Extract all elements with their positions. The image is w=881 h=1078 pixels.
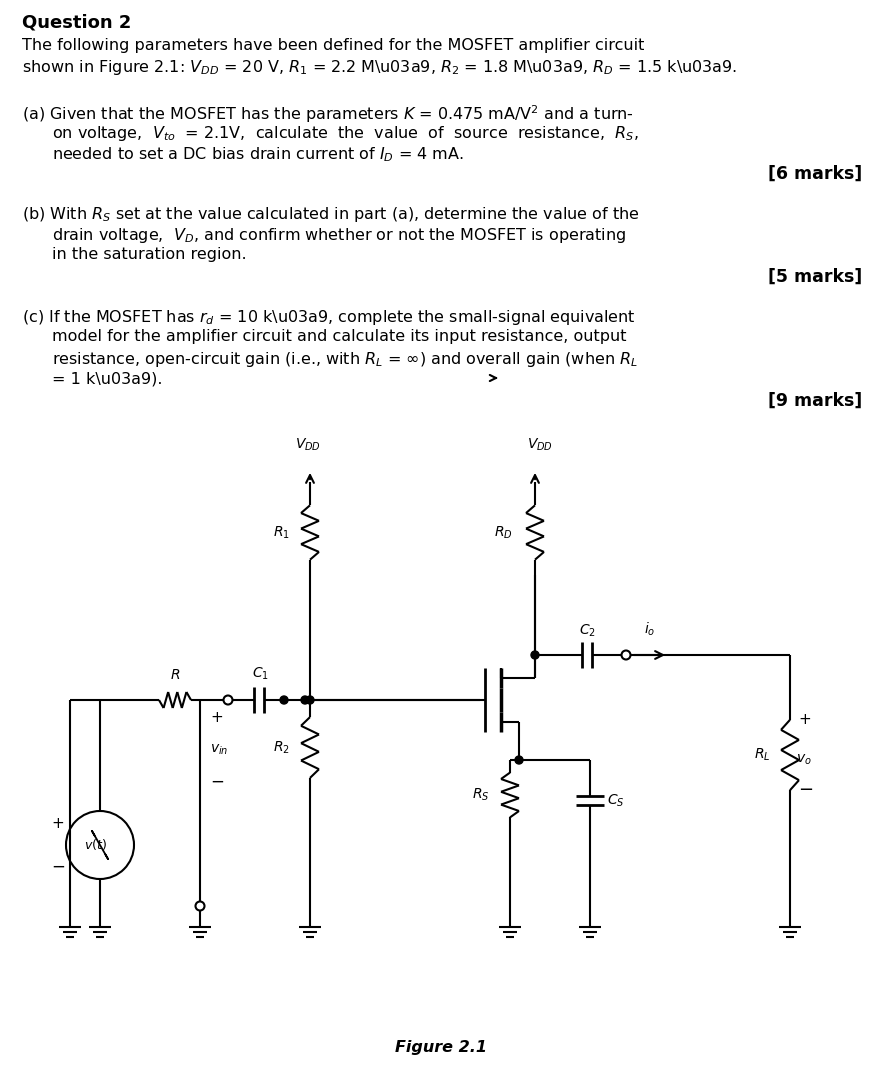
Text: +: +: [210, 710, 223, 725]
Text: $R_L$: $R_L$: [753, 747, 770, 763]
Text: $V_{DD}$: $V_{DD}$: [295, 437, 321, 453]
Text: [6 marks]: [6 marks]: [767, 165, 862, 183]
Text: Question 2: Question 2: [22, 14, 131, 32]
Text: $v_o$: $v_o$: [796, 752, 811, 768]
Text: in the saturation region.: in the saturation region.: [52, 247, 247, 262]
Text: +: +: [798, 713, 811, 728]
Text: $C_1$: $C_1$: [252, 665, 269, 682]
Text: $R_S$: $R_S$: [472, 787, 490, 803]
Circle shape: [621, 650, 631, 660]
Text: [5 marks]: [5 marks]: [767, 268, 862, 286]
Text: +: +: [52, 815, 64, 830]
Circle shape: [301, 696, 309, 704]
Text: $R_D$: $R_D$: [494, 524, 513, 541]
Text: (c) If the MOSFET has $r_d$ = 10 k\u03a9, complete the small-signal equivalent: (c) If the MOSFET has $r_d$ = 10 k\u03a9…: [22, 308, 636, 327]
Text: $C_2$: $C_2$: [579, 623, 596, 639]
Circle shape: [280, 696, 288, 704]
Text: $i_o$: $i_o$: [644, 621, 655, 638]
Text: model for the amplifier circuit and calculate its input resistance, output: model for the amplifier circuit and calc…: [52, 329, 626, 344]
Text: (a) Given that the MOSFET has the parameters $K$ = 0.475 mA/V$^2$ and a turn-: (a) Given that the MOSFET has the parame…: [22, 103, 633, 125]
Text: −: −: [210, 773, 224, 791]
Text: Figure 2.1: Figure 2.1: [395, 1040, 487, 1055]
Text: on voltage,  $V_{to}$  = 2.1V,  calculate  the  value  of  source  resistance,  : on voltage, $V_{to}$ = 2.1V, calculate t…: [52, 124, 639, 143]
Text: (b) With $R_S$ set at the value calculated in part (a), determine the value of t: (b) With $R_S$ set at the value calculat…: [22, 205, 640, 224]
Text: = 1 k\u03a9).: = 1 k\u03a9).: [52, 371, 162, 386]
Text: $C_S$: $C_S$: [607, 792, 625, 810]
Text: $v(t)$: $v(t)$: [84, 838, 107, 853]
Text: $v_{in}$: $v_{in}$: [210, 743, 228, 757]
Text: $R_2$: $R_2$: [273, 740, 290, 756]
Circle shape: [515, 756, 523, 764]
Text: $R$: $R$: [170, 668, 180, 682]
Text: [9 marks]: [9 marks]: [767, 392, 862, 410]
Text: shown in Figure 2.1: $V_{DD}$ = 20 V, $R_1$ = 2.2 M\u03a9, $R_2$ = 1.8 M\u03a9, : shown in Figure 2.1: $V_{DD}$ = 20 V, $R…: [22, 58, 737, 77]
Text: needed to set a DC bias drain current of $I_D$ = 4 mA.: needed to set a DC bias drain current of…: [52, 146, 463, 164]
Text: −: −: [798, 780, 813, 799]
Text: drain voltage,  $V_D$, and confirm whether or not the MOSFET is operating: drain voltage, $V_D$, and confirm whethe…: [52, 226, 626, 245]
Circle shape: [224, 695, 233, 705]
Text: resistance, open-circuit gain (i.e., with $R_L$ = $\infty$) and overall gain (wh: resistance, open-circuit gain (i.e., wit…: [52, 350, 638, 369]
Circle shape: [306, 696, 314, 704]
Text: −: −: [51, 858, 65, 876]
Circle shape: [196, 901, 204, 911]
Circle shape: [531, 651, 539, 659]
Text: $R_1$: $R_1$: [273, 524, 290, 541]
Text: The following parameters have been defined for the MOSFET amplifier circuit: The following parameters have been defin…: [22, 38, 644, 53]
Text: $V_{DD}$: $V_{DD}$: [527, 437, 553, 453]
